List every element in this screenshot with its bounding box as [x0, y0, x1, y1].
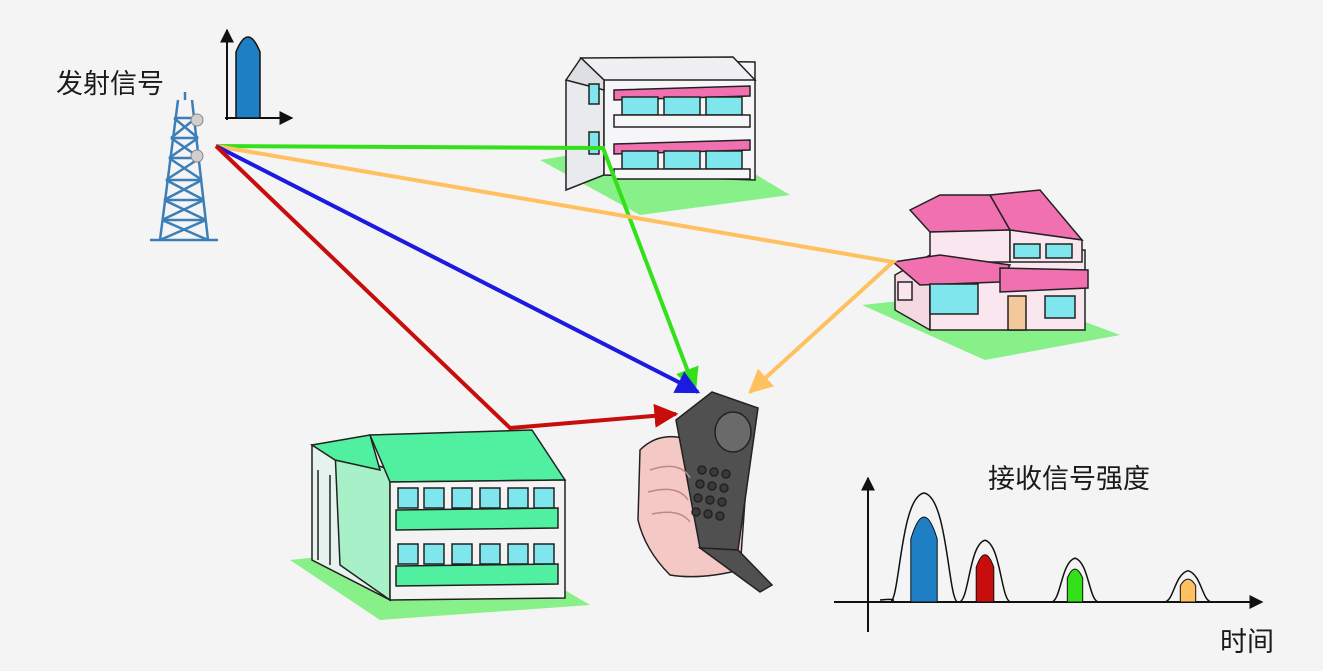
received-pulse-outline-red [958, 539, 1012, 603]
mobile-phone-icon [637, 391, 774, 593]
received-pulse-outline-blue [889, 492, 959, 603]
apartment-building-top [564, 56, 757, 192]
transmit-pulse-chart [220, 28, 294, 125]
propagation-paths [214, 144, 898, 431]
received-pulse-green [1066, 568, 1084, 603]
apartment-building-bottom [309, 429, 567, 602]
path-green [215, 144, 699, 393]
time-axis-label: 时间 [1220, 627, 1274, 658]
received-pulse-orange [1179, 578, 1197, 603]
received-baseline [879, 598, 895, 603]
received-pulse-outline-orange [1163, 569, 1213, 603]
received-signal-chart [834, 476, 1264, 632]
transmit-signal-label: 发射信号 [56, 69, 164, 100]
transmission-tower-icon [150, 92, 218, 242]
received-pulse-outline-green [1050, 557, 1100, 603]
pink-house [891, 189, 1089, 332]
received-pulse-blue [910, 516, 938, 603]
received-pulse-red [975, 554, 995, 603]
path-orange [215, 144, 898, 394]
received-strength-label: 接收信号强度 [988, 464, 1150, 495]
transmit-pulse [235, 36, 261, 119]
path-red [214, 144, 679, 431]
path-blue [215, 144, 701, 394]
